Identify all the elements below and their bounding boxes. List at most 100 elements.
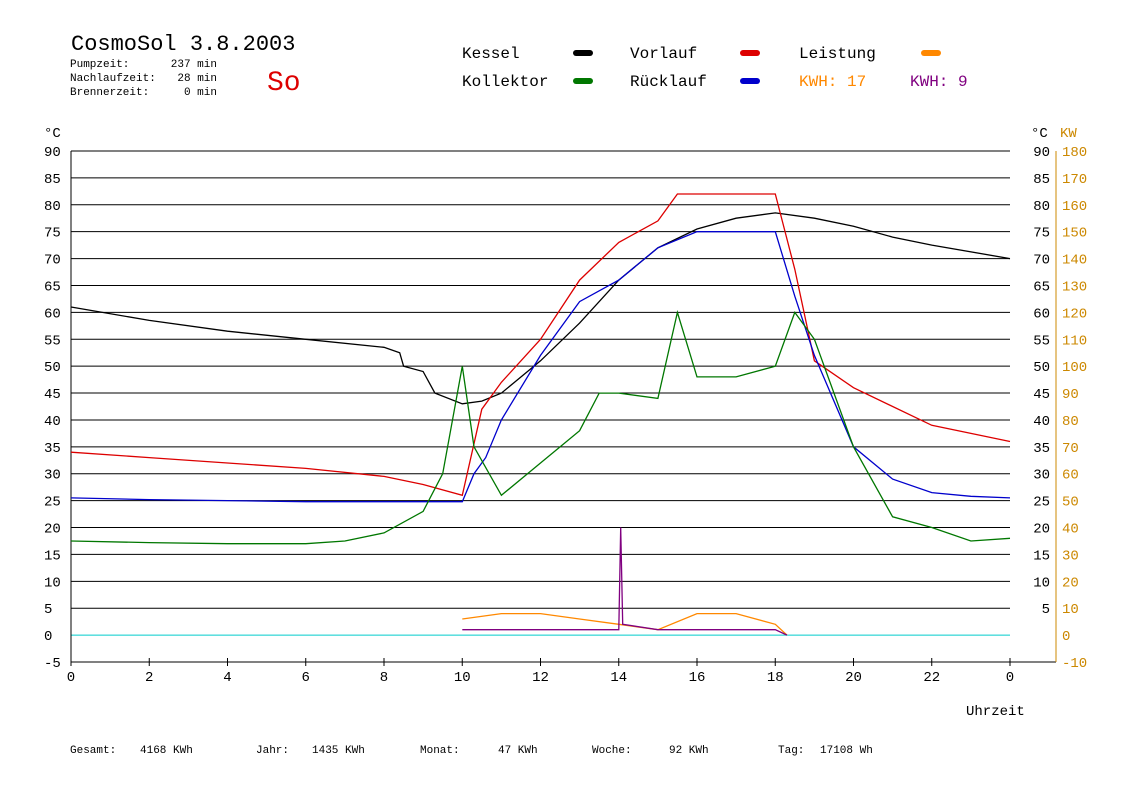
x-tick-label: 2 [145, 670, 153, 686]
left-tick-label: 80 [44, 199, 61, 215]
right-kw-tick-label: 110 [1062, 333, 1087, 349]
right-celsius-tick-label: 15 [1033, 548, 1050, 564]
legend-vorlauf-swatch [740, 50, 760, 56]
right-celsius-tick-label: 55 [1033, 333, 1050, 349]
legend-kessel-swatch [573, 50, 593, 56]
x-tick-label: 0 [1006, 670, 1014, 686]
right-kw-tick-label: 150 [1062, 226, 1087, 242]
x-tick-label: 0 [67, 670, 75, 686]
series-line-kollektor [70, 309, 1011, 545]
right-celsius-tick-label: 90 [1033, 145, 1050, 161]
right-kw-tick-label: 170 [1062, 172, 1087, 188]
pump-time-label: Pumpzeit: [70, 59, 129, 71]
footer-label: Woche: [592, 745, 632, 757]
right-celsius-tick-label: 5 [1042, 602, 1050, 618]
right-kw-tick-label: 90 [1062, 387, 1079, 403]
x-axis-label: Uhrzeit [966, 704, 1025, 720]
right-kw-tick-label: 30 [1062, 548, 1079, 564]
footer-label: Gesamt: [70, 745, 116, 757]
footer-value: 17108 Wh [820, 745, 873, 757]
legend-kwh-purple: KWH: 9 [910, 73, 968, 91]
pump-time-value: 237 min [171, 59, 217, 71]
series-line-kessel [70, 212, 1011, 405]
left-axis-unit: °C [44, 126, 61, 142]
x-tick-label: 18 [767, 670, 784, 686]
left-tick-label: 15 [44, 548, 61, 564]
left-tick-label: 10 [44, 575, 61, 591]
afterrun-time-label: Nachlaufzeit: [70, 73, 156, 85]
footer-value: 47 KWh [498, 745, 538, 757]
left-tick-label: 90 [44, 145, 61, 161]
right-celsius-tick-label: 25 [1033, 495, 1050, 511]
right-kw-tick-label: 140 [1062, 253, 1087, 269]
left-tick-label: 0 [44, 629, 52, 645]
right-axis-unit-celsius: °C [1031, 126, 1048, 142]
right-kw-tick-label: 40 [1062, 522, 1079, 538]
right-kw-tick-label: 20 [1062, 575, 1079, 591]
legend-kessel: Kessel [462, 45, 520, 63]
burner-time-value: 0 min [184, 87, 217, 99]
series-line-kwh2 [462, 527, 788, 636]
right-axis-unit-kw: KW [1060, 126, 1077, 142]
weekday-label: So [267, 68, 301, 99]
right-kw-tick-label: 180 [1062, 145, 1087, 161]
right-kw-tick-label: 60 [1062, 468, 1079, 484]
right-kw-tick-label: 160 [1062, 199, 1087, 215]
right-celsius-tick-label: 85 [1033, 172, 1050, 188]
right-celsius-tick-label: 65 [1033, 279, 1050, 295]
right-celsius-tick-label: 60 [1033, 306, 1050, 322]
right-celsius-tick-label: 80 [1033, 199, 1050, 215]
left-tick-label: 40 [44, 414, 61, 430]
right-kw-tick-label: 130 [1062, 279, 1087, 295]
left-tick-label: 75 [44, 226, 61, 242]
right-kw-tick-label: 50 [1062, 495, 1079, 511]
grid [70, 150, 1057, 663]
x-tick-label: 16 [689, 670, 706, 686]
right-kw-tick-label: 10 [1062, 602, 1079, 618]
legend: Kessel Vorlauf Leistung Kollektor Rückla… [462, 45, 968, 91]
x-tick-label: 20 [845, 670, 862, 686]
right-celsius-tick-label: 30 [1033, 468, 1050, 484]
left-tick-label: 65 [44, 279, 61, 295]
left-tick-label: 85 [44, 172, 61, 188]
right-kw-tick-label: 0 [1062, 629, 1070, 645]
series-line-vorlauf [70, 193, 1011, 497]
left-tick-label: 60 [44, 306, 61, 322]
right-celsius-tick-label: 50 [1033, 360, 1050, 376]
left-tick-label: 30 [44, 468, 61, 484]
right-kw-tick-label: 100 [1062, 360, 1087, 376]
right-celsius-tick-label: 20 [1033, 522, 1050, 538]
right-kw-tick-label: 70 [1062, 441, 1079, 457]
left-tick-label: 35 [44, 441, 61, 457]
legend-vorlauf: Vorlauf [630, 45, 697, 63]
right-kw-tick-label: -10 [1062, 656, 1087, 672]
x-tick-label: 12 [532, 670, 549, 686]
x-tick-label: 22 [923, 670, 940, 686]
series-line-ruecklauf [70, 231, 1011, 503]
right-celsius-tick-label: 35 [1033, 441, 1050, 457]
footer-label: Tag: [778, 745, 804, 757]
left-tick-label: 25 [44, 495, 61, 511]
x-tick-label: 10 [454, 670, 471, 686]
legend-ruecklauf: Rücklauf [630, 73, 707, 91]
right-kw-tick-label: 120 [1062, 306, 1087, 322]
left-tick-label: 50 [44, 360, 61, 376]
legend-leistung-swatch [921, 50, 941, 56]
series-lines [70, 193, 1011, 636]
legend-ruecklauf-swatch [740, 78, 760, 84]
right-celsius-tick-label: 70 [1033, 253, 1050, 269]
right-celsius-tick-label: 45 [1033, 387, 1050, 403]
footer-label: Jahr: [256, 745, 289, 757]
afterrun-time-value: 28 min [177, 73, 217, 85]
info-block: Pumpzeit: 237 min Nachlaufzeit: 28 min B… [70, 59, 217, 99]
left-tick-label: 5 [44, 602, 52, 618]
left-tick-label: 45 [44, 387, 61, 403]
right-axis-kw-ticks: 1801701601501401301201101009080706050403… [1062, 145, 1087, 672]
footer-label: Monat: [420, 745, 460, 757]
burner-time-label: Brennerzeit: [70, 87, 149, 99]
app-title: CosmoSol 3.8.2003 [71, 32, 295, 57]
left-tick-label: 70 [44, 253, 61, 269]
x-tick-label: 4 [223, 670, 231, 686]
left-tick-label: 20 [44, 522, 61, 538]
